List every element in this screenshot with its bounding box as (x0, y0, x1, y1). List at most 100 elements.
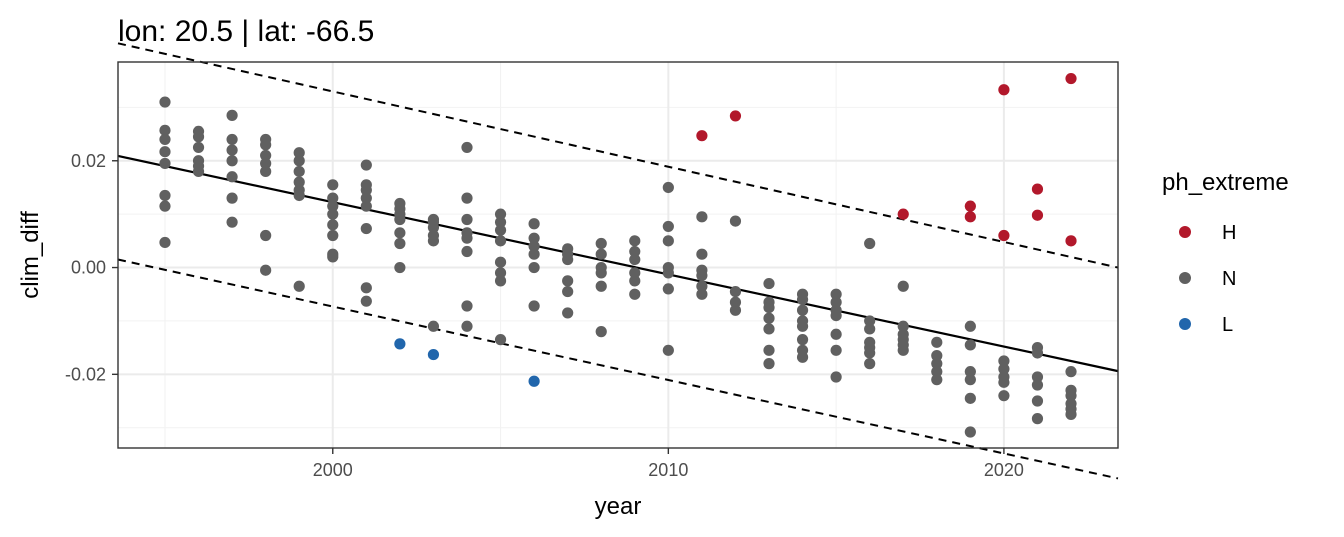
data-point-n (662, 344, 674, 356)
data-point-n (595, 248, 607, 260)
data-point-n (964, 392, 976, 404)
data-point-n (562, 253, 574, 266)
data-point-h (696, 130, 708, 142)
data-point-n (830, 288, 842, 300)
data-point-n (729, 296, 742, 308)
trend-line (117, 154, 1119, 373)
data-point-n (763, 344, 775, 356)
upper-band-line (117, 42, 1119, 269)
data-point-n (461, 245, 473, 258)
data-point-n (461, 320, 473, 332)
data-point-n (729, 304, 742, 316)
x-axis: 2000 2010 2020 (313, 448, 1024, 480)
data-point-n (528, 232, 540, 244)
data-point-n (864, 323, 876, 335)
data-point-n (629, 245, 641, 258)
data-point-n (293, 176, 305, 188)
data-point-n (864, 358, 876, 370)
data-point-n (1031, 371, 1044, 383)
data-point-n (226, 216, 238, 228)
data-point-n (494, 224, 507, 236)
data-point-n (192, 131, 205, 143)
legend-label-l: L (1222, 314, 1233, 336)
data-point-n (830, 309, 842, 322)
data-point-n (964, 320, 976, 332)
data-point-n (494, 267, 507, 279)
data-point-h (998, 84, 1010, 96)
data-point-n (360, 222, 372, 235)
data-point-n (629, 235, 641, 247)
data-point-n (159, 200, 171, 212)
data-point-n (293, 280, 305, 292)
data-point-n (830, 371, 842, 383)
data-point-n (796, 334, 809, 346)
data-point-n (226, 171, 238, 183)
data-point-h (1065, 235, 1077, 247)
data-point-n (494, 275, 507, 287)
data-point-n (192, 165, 205, 178)
data-point-n (562, 307, 574, 319)
chart-title: lon: 20.5 | lat: -66.5 (118, 15, 374, 48)
data-point-n (696, 211, 708, 223)
data-point-n (494, 216, 507, 228)
data-point-n (662, 235, 674, 247)
data-point-n (327, 219, 339, 231)
data-point-n (528, 218, 540, 230)
data-point-n (1031, 395, 1044, 407)
data-point-n (226, 155, 238, 167)
data-point-h (897, 208, 909, 220)
x-axis-title: year (595, 493, 642, 520)
legend-label-n: N (1222, 268, 1236, 290)
data-point-n (427, 320, 440, 332)
data-point-n (629, 275, 641, 287)
data-point-n (897, 320, 909, 332)
data-point-n (159, 96, 171, 108)
data-point-n (931, 366, 943, 378)
data-point-n (394, 261, 406, 274)
data-point-n (629, 253, 641, 266)
data-point-n (360, 159, 372, 171)
data-point-n (427, 221, 440, 234)
data-point-n (595, 280, 607, 292)
data-point-n (461, 300, 473, 312)
data-point-n (864, 237, 876, 250)
data-point-n (159, 189, 171, 202)
data-point-n (662, 267, 674, 279)
data-point-n (964, 426, 976, 438)
data-point-n (494, 235, 507, 247)
data-point-n (226, 133, 238, 146)
data-point-n (830, 344, 842, 356)
legend-title: ph_extreme (1162, 169, 1289, 196)
data-point-n (595, 267, 607, 279)
data-point-h (1031, 183, 1044, 195)
data-point-n (629, 288, 641, 300)
trend-line-group (117, 154, 1119, 373)
data-point-n (427, 235, 440, 247)
data-point-n (327, 179, 339, 191)
data-point-n (864, 347, 876, 359)
data-point-n (662, 283, 674, 295)
data-point-l (427, 348, 440, 361)
data-point-n (763, 312, 775, 324)
data-point-n (897, 280, 909, 292)
data-point-n (159, 146, 171, 158)
data-point-n (260, 229, 272, 242)
data-point-n (528, 240, 540, 252)
data-point-n (360, 184, 372, 196)
lower-band-line (117, 258, 1119, 480)
data-point-h (1065, 72, 1077, 85)
data-point-n (360, 282, 372, 294)
data-point-n (360, 295, 372, 307)
data-point-n (260, 139, 272, 151)
data-point-n (461, 141, 473, 154)
data-point-l (528, 375, 540, 387)
data-point-n (327, 251, 339, 263)
data-point-n (696, 248, 708, 260)
data-point-n (931, 358, 943, 370)
data-point-n (830, 328, 842, 340)
data-point-n (293, 189, 305, 202)
legend-key-l (1179, 318, 1191, 330)
data-point-n (159, 157, 171, 170)
data-point-n (528, 300, 540, 312)
